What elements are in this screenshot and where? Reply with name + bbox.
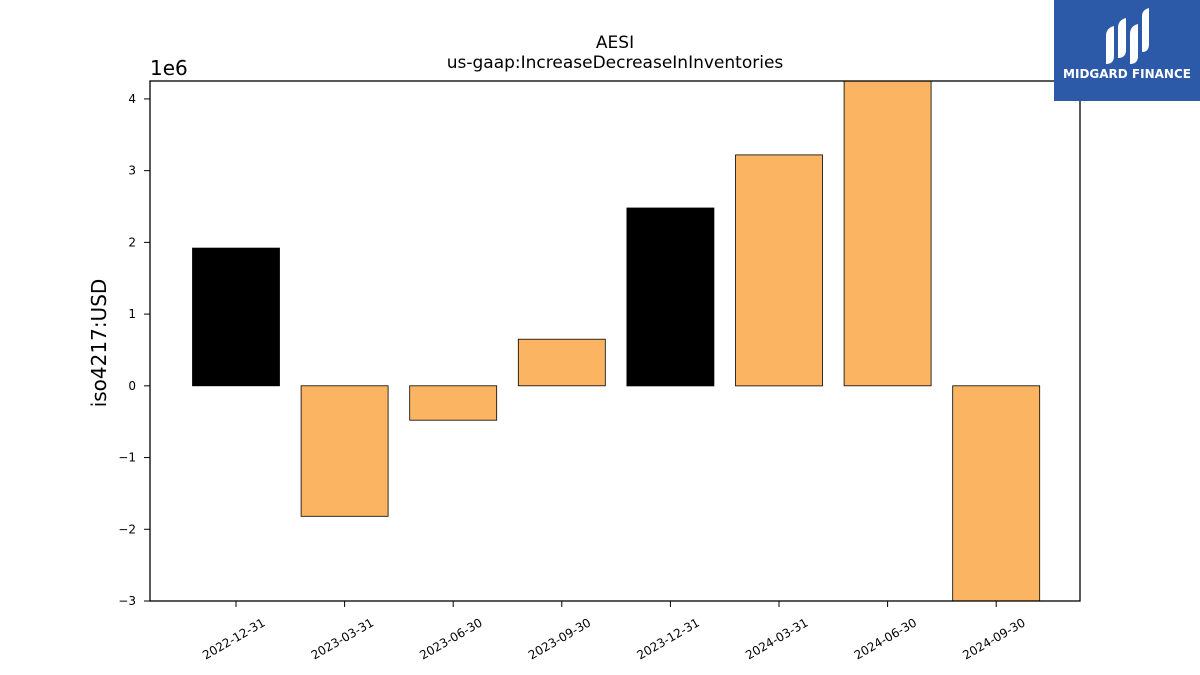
x-tick-label: 2023-03-31 <box>309 615 376 662</box>
bar-2024-09-30 <box>952 385 1041 602</box>
x-tick-label: 2024-03-31 <box>743 615 810 662</box>
y-tick-label: 2 <box>128 235 136 249</box>
y-tick-label: 1 <box>128 307 136 321</box>
x-tick-label: 2023-12-31 <box>634 615 701 662</box>
y-tick-label: 3 <box>128 164 136 178</box>
x-tick-label: 2023-09-30 <box>526 615 593 662</box>
y-offset-text: 1e6 <box>150 56 188 80</box>
x-ticks-group: 2022-12-31 2023-03-31 2023-06-30 2023-09-30… <box>200 601 1028 662</box>
x-tick-label: 2022-12-31 <box>200 615 267 662</box>
bar-2024-03-31 <box>735 154 823 387</box>
bar-2023-03-31 <box>300 385 389 517</box>
plot-frame <box>149 80 1081 602</box>
y-tick-label: −3 <box>118 594 136 608</box>
bar-2023-09-30 <box>517 338 606 387</box>
logo-mark-icon <box>1106 8 1149 64</box>
x-tick-label: 2023-06-30 <box>417 615 484 662</box>
x-tick-label: 2024-06-30 <box>852 615 919 662</box>
bar-2024-06-30 <box>843 80 932 387</box>
chart-title: AESI <box>596 33 634 53</box>
midgard-finance-logo: MIDGARD FINANCE <box>1054 0 1200 101</box>
logo-text: MIDGARD FINANCE <box>1063 67 1191 81</box>
bar-2023-06-30 <box>409 385 498 421</box>
y-tick-label: −1 <box>118 451 136 465</box>
x-tick-label: 2024-09-30 <box>960 615 1027 662</box>
y-tick-label: −2 <box>118 522 136 536</box>
y-axis-label: iso4217:USD <box>87 279 111 408</box>
y-tick-label: 4 <box>128 92 136 106</box>
chart-subtitle: us-gaap:IncreaseDecreaseInInventories <box>447 53 784 73</box>
bar-2023-12-31 <box>626 207 715 387</box>
y-tick-label: 0 <box>128 379 136 393</box>
y-ticks-group: −3 −2 −1 0 1 2 3 4 <box>118 92 150 608</box>
bars-group <box>192 80 1041 602</box>
bar-2022-12-31 <box>192 247 280 387</box>
